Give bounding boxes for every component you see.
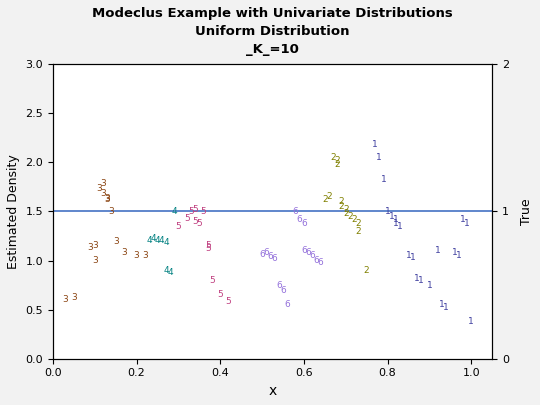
- Text: 1: 1: [443, 303, 449, 312]
- Text: 2: 2: [355, 226, 361, 236]
- Text: 1: 1: [451, 248, 457, 257]
- Text: 6: 6: [314, 256, 319, 265]
- Text: 1: 1: [456, 251, 462, 260]
- Text: 6: 6: [305, 248, 311, 257]
- Text: 1: 1: [381, 175, 386, 185]
- Text: 1: 1: [376, 153, 382, 162]
- Text: 3: 3: [109, 207, 114, 216]
- Y-axis label: Estimated Density: Estimated Density: [7, 154, 20, 269]
- Text: 2: 2: [335, 156, 340, 165]
- Text: 6: 6: [297, 215, 302, 224]
- Text: 6: 6: [293, 207, 299, 216]
- Text: 5: 5: [197, 219, 202, 228]
- Text: 5: 5: [192, 205, 198, 214]
- Text: 4: 4: [159, 237, 165, 245]
- Text: 5: 5: [184, 214, 190, 223]
- Text: 5: 5: [218, 290, 223, 299]
- Text: 5: 5: [176, 222, 181, 231]
- Text: 5: 5: [209, 276, 215, 285]
- Text: 6: 6: [318, 258, 323, 267]
- Text: 1: 1: [435, 246, 441, 255]
- X-axis label: x: x: [268, 384, 276, 398]
- Text: 4: 4: [171, 207, 177, 216]
- Text: 1: 1: [406, 251, 411, 260]
- Text: 6: 6: [301, 246, 307, 255]
- Text: 2: 2: [347, 212, 353, 221]
- Text: 3: 3: [134, 251, 139, 260]
- Text: 5: 5: [226, 297, 232, 306]
- Text: 1: 1: [468, 317, 474, 326]
- Text: 6: 6: [267, 252, 273, 261]
- Text: 4: 4: [146, 237, 152, 245]
- Text: 1: 1: [393, 215, 399, 224]
- Text: 3: 3: [87, 243, 93, 252]
- Text: 6: 6: [259, 250, 265, 259]
- Text: 3: 3: [92, 241, 98, 250]
- Text: 2: 2: [343, 209, 348, 218]
- Text: 5: 5: [205, 241, 211, 250]
- Title: Modeclus Example with Univariate Distributions
Uniform Distribution
_K_=10: Modeclus Example with Univariate Distrib…: [92, 7, 453, 56]
- Text: 2: 2: [335, 160, 340, 169]
- Text: 1: 1: [397, 222, 403, 231]
- Text: 5: 5: [188, 207, 194, 216]
- Text: 4: 4: [167, 268, 173, 277]
- Text: 1: 1: [414, 274, 420, 283]
- Text: 2: 2: [343, 205, 348, 214]
- Text: 6: 6: [284, 300, 290, 309]
- Text: 5: 5: [201, 207, 206, 216]
- Text: 3: 3: [113, 237, 119, 246]
- Y-axis label: True: True: [520, 198, 533, 225]
- Text: 1: 1: [389, 212, 395, 221]
- Text: 6: 6: [272, 254, 278, 263]
- Text: 4: 4: [163, 239, 168, 247]
- Text: 1: 1: [418, 276, 424, 285]
- Text: 3: 3: [104, 195, 110, 204]
- Text: 2: 2: [330, 153, 336, 162]
- Text: 4: 4: [163, 266, 168, 275]
- Text: 6: 6: [309, 251, 315, 260]
- Text: 2: 2: [339, 202, 345, 211]
- Text: 3: 3: [104, 194, 110, 203]
- Text: 1: 1: [410, 253, 415, 262]
- Text: 6: 6: [301, 219, 307, 228]
- Text: 2: 2: [355, 219, 361, 228]
- Text: 3: 3: [71, 293, 77, 303]
- Text: 6: 6: [280, 286, 286, 294]
- Text: 1: 1: [372, 140, 378, 149]
- Text: 3: 3: [63, 295, 69, 304]
- Text: 3: 3: [121, 248, 127, 257]
- Text: 1: 1: [384, 207, 390, 216]
- Text: 4: 4: [155, 237, 160, 245]
- Text: 2: 2: [339, 197, 345, 206]
- Text: 1: 1: [427, 281, 432, 290]
- Text: 3: 3: [96, 184, 102, 193]
- Text: 1: 1: [460, 215, 465, 224]
- Text: 3: 3: [92, 256, 98, 265]
- Text: 6: 6: [276, 281, 282, 290]
- Text: 1: 1: [464, 219, 470, 228]
- Text: 6: 6: [264, 248, 269, 257]
- Text: 5: 5: [205, 244, 211, 253]
- Text: 2: 2: [352, 215, 357, 224]
- Text: 2: 2: [326, 192, 332, 201]
- Text: 4: 4: [151, 234, 156, 243]
- Text: 3: 3: [142, 251, 148, 260]
- Text: 3: 3: [100, 179, 106, 188]
- Text: 2: 2: [322, 195, 328, 204]
- Text: 3: 3: [100, 189, 106, 198]
- Text: 2: 2: [364, 266, 369, 275]
- Text: 1: 1: [439, 300, 445, 309]
- Text: 1: 1: [393, 219, 399, 228]
- Text: 5: 5: [192, 217, 198, 226]
